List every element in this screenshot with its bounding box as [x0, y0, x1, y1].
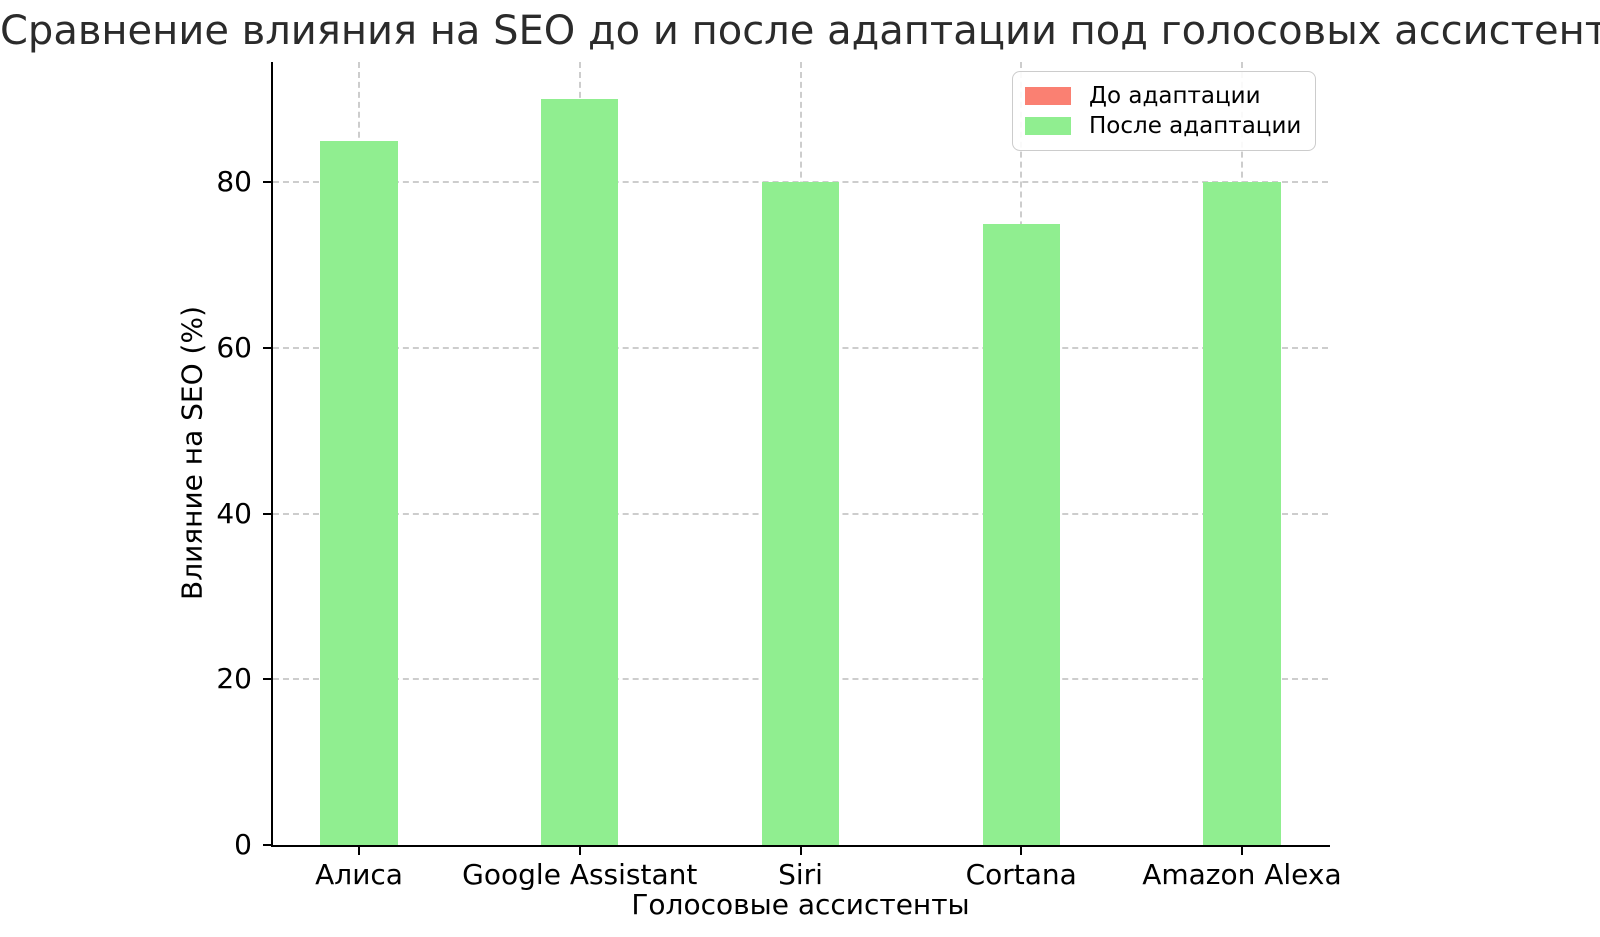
legend-swatch-icon [1025, 87, 1071, 105]
chart-title: Сравнение влияния на SEO до и после адап… [0, 8, 1600, 54]
ytick-mark-80 [263, 181, 271, 184]
legend-row: До адаптации [1025, 81, 1303, 111]
bar-Google Assistant [541, 99, 619, 845]
bar-Алиса [320, 140, 398, 845]
xtick-label-Amazon Alexa: Amazon Alexa [1142, 858, 1342, 891]
ytick-label-60: 60 [216, 330, 252, 364]
xtick-mark-Google Assistant [578, 847, 581, 855]
bar-Amazon Alexa [1203, 182, 1281, 845]
ytick-label-0: 0 [234, 828, 252, 861]
xtick-mark-Amazon Alexa [1240, 847, 1243, 855]
ytick-mark-40 [263, 512, 271, 515]
ytick-mark-60 [263, 346, 271, 349]
bar-Cortana [982, 223, 1060, 845]
xtick-mark-Siri [799, 847, 802, 855]
y-axis-spine [271, 62, 273, 847]
xtick-label-Google Assistant: Google Assistant [462, 858, 698, 891]
plot-area [273, 62, 1328, 845]
xtick-label-Cortana: Cortana [965, 858, 1077, 891]
hgrid-80 [273, 181, 1328, 184]
legend-label: После адаптации [1089, 113, 1302, 139]
legend-swatch-icon [1025, 117, 1071, 135]
y-axis-label: Влияние на SEO (%) [175, 306, 209, 600]
xtick-label-Siri: Siri [778, 858, 823, 891]
ytick-label-20: 20 [216, 662, 252, 696]
ytick-mark-0 [263, 844, 271, 846]
x-axis-label: Голосовые ассистенты [631, 888, 970, 921]
ytick-label-80: 80 [216, 165, 252, 199]
legend: До адаптации После адаптации [1012, 71, 1316, 151]
legend-row: После адаптации [1025, 111, 1303, 141]
x-axis-spine [271, 845, 1330, 847]
ytick-label-40: 40 [216, 496, 252, 530]
ytick-mark-20 [263, 678, 271, 681]
bar-Siri [761, 182, 840, 845]
xtick-mark-Cortana [1020, 847, 1023, 855]
xtick-mark-Алиса [358, 847, 361, 855]
legend-label: До адаптации [1089, 83, 1261, 109]
xtick-label-Алиса: Алиса [315, 858, 403, 891]
